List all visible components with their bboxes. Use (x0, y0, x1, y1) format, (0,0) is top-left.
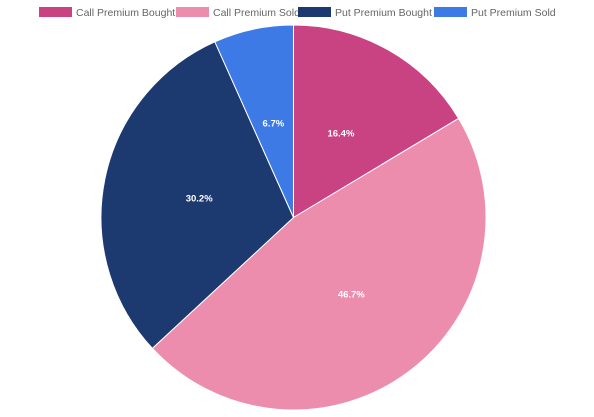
legend-label: Put Premium Bought (335, 7, 432, 19)
legend-swatch (39, 7, 72, 17)
legend-label: Call Premium Bought (76, 7, 175, 19)
pie-slice[interactable] (151, 117, 487, 411)
pie-slice[interactable] (293, 24, 460, 219)
legend-item[interactable]: Call Premium Bought (39, 7, 175, 19)
pie-slices (100, 24, 487, 411)
slice-labels: 16.4% 46.7% 30.2% 6.7% (186, 118, 366, 300)
legend-label: Put Premium Sold (471, 7, 556, 19)
slice-label: 30.2% (186, 193, 213, 204)
legend-swatch (176, 7, 209, 17)
slice-label: 46.7% (338, 289, 365, 300)
legend-swatch (298, 7, 331, 17)
legend-label: Call Premium Sold (213, 7, 300, 19)
legend-item[interactable]: Call Premium Sold (176, 7, 300, 19)
slice-label: 16.4% (327, 129, 354, 140)
pie-slice[interactable] (214, 24, 294, 218)
legend-item[interactable]: Put Premium Bought (298, 7, 432, 19)
pie-slice[interactable] (100, 41, 295, 350)
legend-item[interactable]: Put Premium Sold (434, 7, 556, 19)
legend: Call Premium Bought Call Premium Sold Put … (39, 7, 556, 19)
legend-swatch (434, 7, 467, 17)
slice-label: 6.7% (263, 118, 285, 129)
